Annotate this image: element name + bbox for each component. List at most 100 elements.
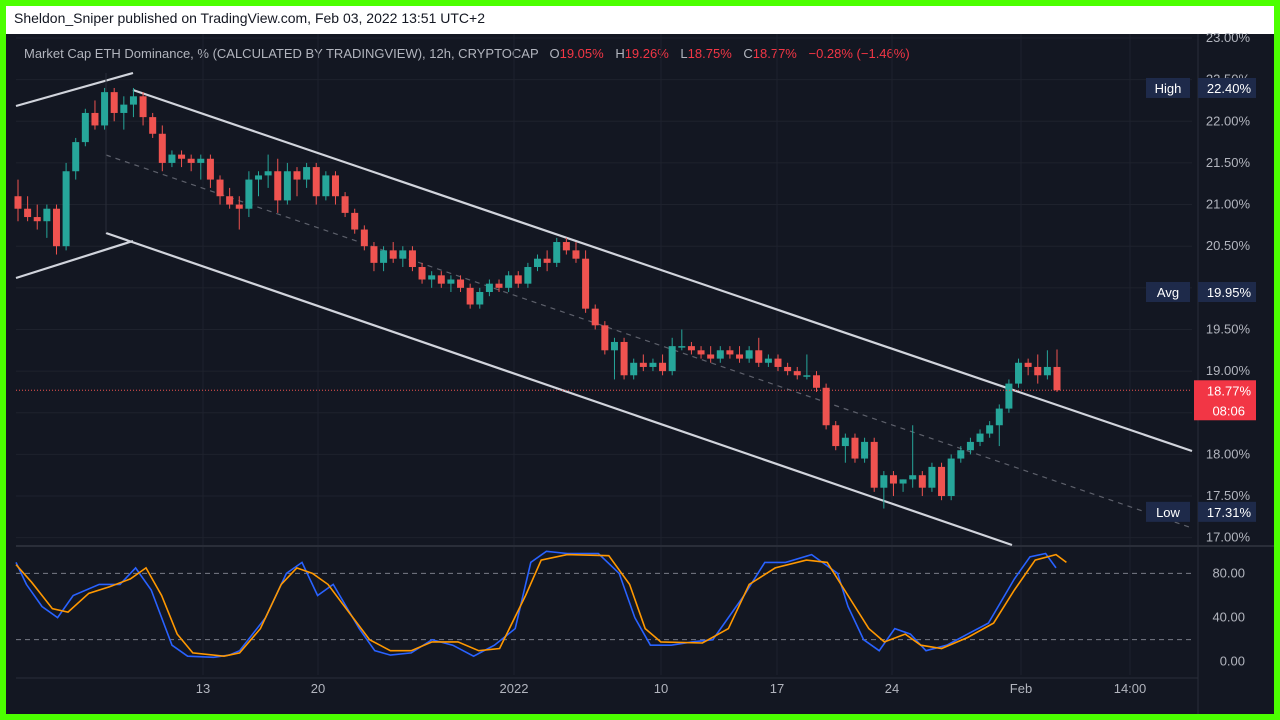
candle-body: [466, 287, 474, 305]
candle-body: [370, 246, 378, 263]
candle-body: [14, 196, 22, 209]
candle-body: [274, 171, 282, 201]
avg-value: 19.95%: [1207, 285, 1252, 300]
last-price-box: [1194, 380, 1256, 421]
candle-body: [976, 433, 984, 442]
candle-body: [485, 283, 493, 292]
candle-body: [149, 117, 157, 134]
candle-body: [428, 275, 436, 280]
candle-body: [447, 279, 455, 284]
candle-body: [52, 208, 60, 247]
candle-body: [649, 362, 657, 367]
candle-body: [995, 408, 1003, 426]
candle-body: [764, 358, 772, 363]
open-value: 19.05%: [559, 46, 604, 61]
candle-body: [81, 112, 89, 143]
candle-body: [437, 275, 445, 284]
candle-body: [697, 350, 705, 355]
candle-body: [659, 362, 667, 372]
candle-body: [524, 267, 532, 284]
chart-frame: [6, 6, 1274, 714]
stoch-tick-label: 0.00: [1220, 654, 1245, 669]
candle-body: [293, 171, 301, 180]
time-tick-label: 2022: [500, 681, 529, 696]
candle-body: [841, 437, 849, 447]
candle-body: [793, 371, 801, 376]
avg-label-box: [1146, 282, 1190, 302]
candle-body: [726, 350, 734, 355]
candle-body: [331, 175, 339, 197]
low-label: Low: [1156, 505, 1180, 520]
candle-body: [534, 258, 541, 268]
candle-body: [851, 437, 859, 459]
candle-body: [716, 350, 724, 359]
candle-body: [389, 250, 397, 259]
candle-body: [928, 466, 936, 488]
candle-body: [909, 475, 917, 480]
time-tick-label: 14:00: [1114, 681, 1147, 696]
candle-body: [1015, 362, 1023, 384]
candle-body: [707, 354, 715, 359]
stoch-d-line: [15, 553, 1067, 658]
time-tick-label: Feb: [1010, 681, 1032, 696]
channel-line: [105, 231, 1013, 547]
price-tick-label: 22.00%: [1206, 113, 1251, 128]
candle-body: [899, 479, 907, 484]
candle-body: [1005, 383, 1013, 409]
candle-body: [1024, 362, 1032, 367]
candle-body: [957, 450, 965, 459]
candle-body: [822, 387, 830, 426]
candle-body: [572, 250, 580, 259]
candle-body: [755, 350, 763, 363]
stoch-tick-label: 40.00: [1212, 610, 1245, 625]
price-tick-label: 18.00%: [1206, 446, 1251, 461]
candle-body: [178, 154, 186, 159]
candle-body: [283, 171, 291, 201]
candle-body: [24, 208, 32, 218]
price-tick-label: 17.50%: [1206, 488, 1251, 503]
candle-body: [303, 167, 311, 180]
candle-body: [139, 96, 147, 118]
channel-midline: [105, 154, 1193, 529]
candle-body: [774, 358, 782, 367]
candle-body: [120, 104, 128, 113]
candle-body: [832, 425, 840, 447]
candle-body: [889, 475, 897, 484]
ticker-legend: Market Cap ETH Dominance, % (CALCULATED …: [24, 46, 918, 61]
price-tick-label: 21.00%: [1206, 197, 1251, 212]
candle-body: [245, 179, 253, 209]
candle-body: [678, 346, 686, 348]
candle-body: [101, 92, 109, 126]
candle-body: [986, 425, 994, 434]
candle-body: [736, 354, 744, 359]
candle-body: [495, 283, 503, 288]
candle-body: [562, 242, 570, 251]
candle-body: [380, 250, 388, 263]
time-tick-label: 24: [885, 681, 899, 696]
high-label-box: [1146, 77, 1190, 98]
candle-body: [62, 171, 70, 247]
high-value: 19.26%: [624, 46, 669, 61]
avg-value-box: [1198, 282, 1256, 302]
price-tick-label: 20.50%: [1206, 238, 1251, 253]
candle-body: [620, 341, 628, 376]
candle-body: [341, 196, 349, 213]
candle-body: [1034, 366, 1042, 376]
candle-body: [476, 292, 484, 305]
candle-body: [630, 362, 638, 376]
candle-body: [687, 346, 695, 351]
candle-body: [91, 112, 99, 126]
price-tick-label: 17.00%: [1206, 530, 1251, 545]
candle-body: [1053, 366, 1061, 391]
candle-body: [110, 92, 118, 113]
candle-body: [870, 441, 878, 488]
high-label: H: [615, 46, 625, 61]
publisher-text: Sheldon_Sniper published on TradingView.…: [14, 10, 486, 26]
candle-body: [408, 250, 416, 268]
candle-body: [918, 475, 926, 488]
candle-body: [639, 362, 647, 367]
candle-body: [784, 366, 792, 372]
candle-body: [418, 267, 426, 280]
candle-body: [197, 158, 205, 163]
